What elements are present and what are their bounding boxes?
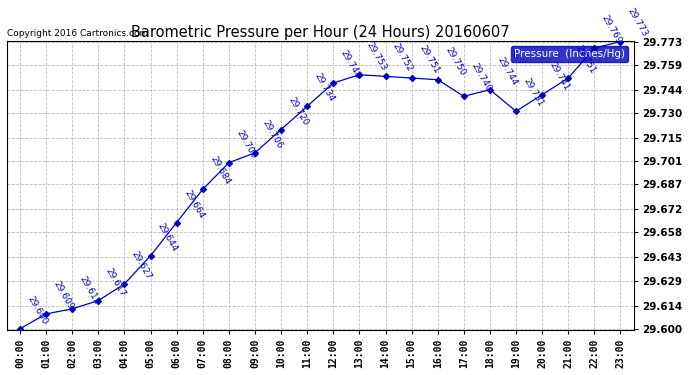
Pressure  (Inches/Hg)	[120, 282, 128, 286]
Pressure  (Inches/Hg)	[225, 160, 233, 165]
Pressure  (Inches/Hg)	[616, 39, 624, 44]
Pressure  (Inches/Hg)	[329, 81, 337, 85]
Text: 29.600: 29.600	[26, 294, 49, 326]
Pressure  (Inches/Hg)	[16, 327, 24, 331]
Pressure  (Inches/Hg)	[538, 92, 546, 97]
Text: 29.684: 29.684	[208, 155, 232, 186]
Text: 29.753: 29.753	[365, 40, 388, 72]
Text: 29.700: 29.700	[235, 128, 258, 160]
Text: 29.617: 29.617	[104, 266, 128, 298]
Pressure  (Inches/Hg)	[460, 94, 468, 99]
Pressure  (Inches/Hg)	[355, 72, 364, 77]
Title: Barometric Pressure per Hour (24 Hours) 20160607: Barometric Pressure per Hour (24 Hours) …	[131, 24, 509, 39]
Pressure  (Inches/Hg)	[68, 307, 77, 311]
Text: 29.612: 29.612	[78, 274, 101, 306]
Pressure  (Inches/Hg)	[590, 46, 598, 50]
Pressure  (Inches/Hg)	[303, 104, 311, 108]
Text: 29.740: 29.740	[469, 62, 493, 93]
Text: 29.751: 29.751	[417, 44, 441, 75]
Pressure  (Inches/Hg)	[172, 220, 181, 225]
Text: Copyright 2016 Cartronics.com: Copyright 2016 Cartronics.com	[7, 29, 148, 38]
Text: 29.664: 29.664	[182, 188, 206, 220]
Text: 29.734: 29.734	[313, 72, 336, 104]
Text: 29.731: 29.731	[522, 77, 545, 108]
Text: 29.744: 29.744	[495, 56, 519, 87]
Text: 29.748: 29.748	[339, 49, 362, 80]
Text: 29.741: 29.741	[548, 60, 571, 92]
Text: 29.644: 29.644	[156, 221, 179, 253]
Pressure  (Inches/Hg)	[251, 150, 259, 155]
Text: 29.720: 29.720	[286, 95, 310, 127]
Text: 29.752: 29.752	[391, 42, 415, 74]
Text: 29.706: 29.706	[261, 118, 284, 150]
Pressure  (Inches/Hg)	[277, 127, 285, 132]
Text: 29.751: 29.751	[574, 44, 598, 75]
Pressure  (Inches/Hg)	[146, 254, 155, 258]
Pressure  (Inches/Hg)	[408, 76, 416, 80]
Text: 29.750: 29.750	[443, 45, 467, 77]
Line: Pressure  (Inches/Hg): Pressure (Inches/Hg)	[18, 39, 622, 331]
Pressure  (Inches/Hg)	[564, 76, 573, 80]
Text: 29.609: 29.609	[52, 279, 75, 311]
Pressure  (Inches/Hg)	[486, 87, 494, 92]
Pressure  (Inches/Hg)	[512, 109, 520, 114]
Pressure  (Inches/Hg)	[382, 74, 390, 79]
Pressure  (Inches/Hg)	[433, 78, 442, 82]
Text: 29.769: 29.769	[600, 13, 624, 45]
Pressure  (Inches/Hg)	[42, 312, 50, 316]
Pressure  (Inches/Hg)	[199, 187, 207, 192]
Pressure  (Inches/Hg)	[94, 298, 102, 303]
Text: 29.627: 29.627	[130, 249, 153, 281]
Legend: Pressure  (Inches/Hg): Pressure (Inches/Hg)	[511, 46, 629, 62]
Text: 29.773: 29.773	[626, 7, 649, 39]
